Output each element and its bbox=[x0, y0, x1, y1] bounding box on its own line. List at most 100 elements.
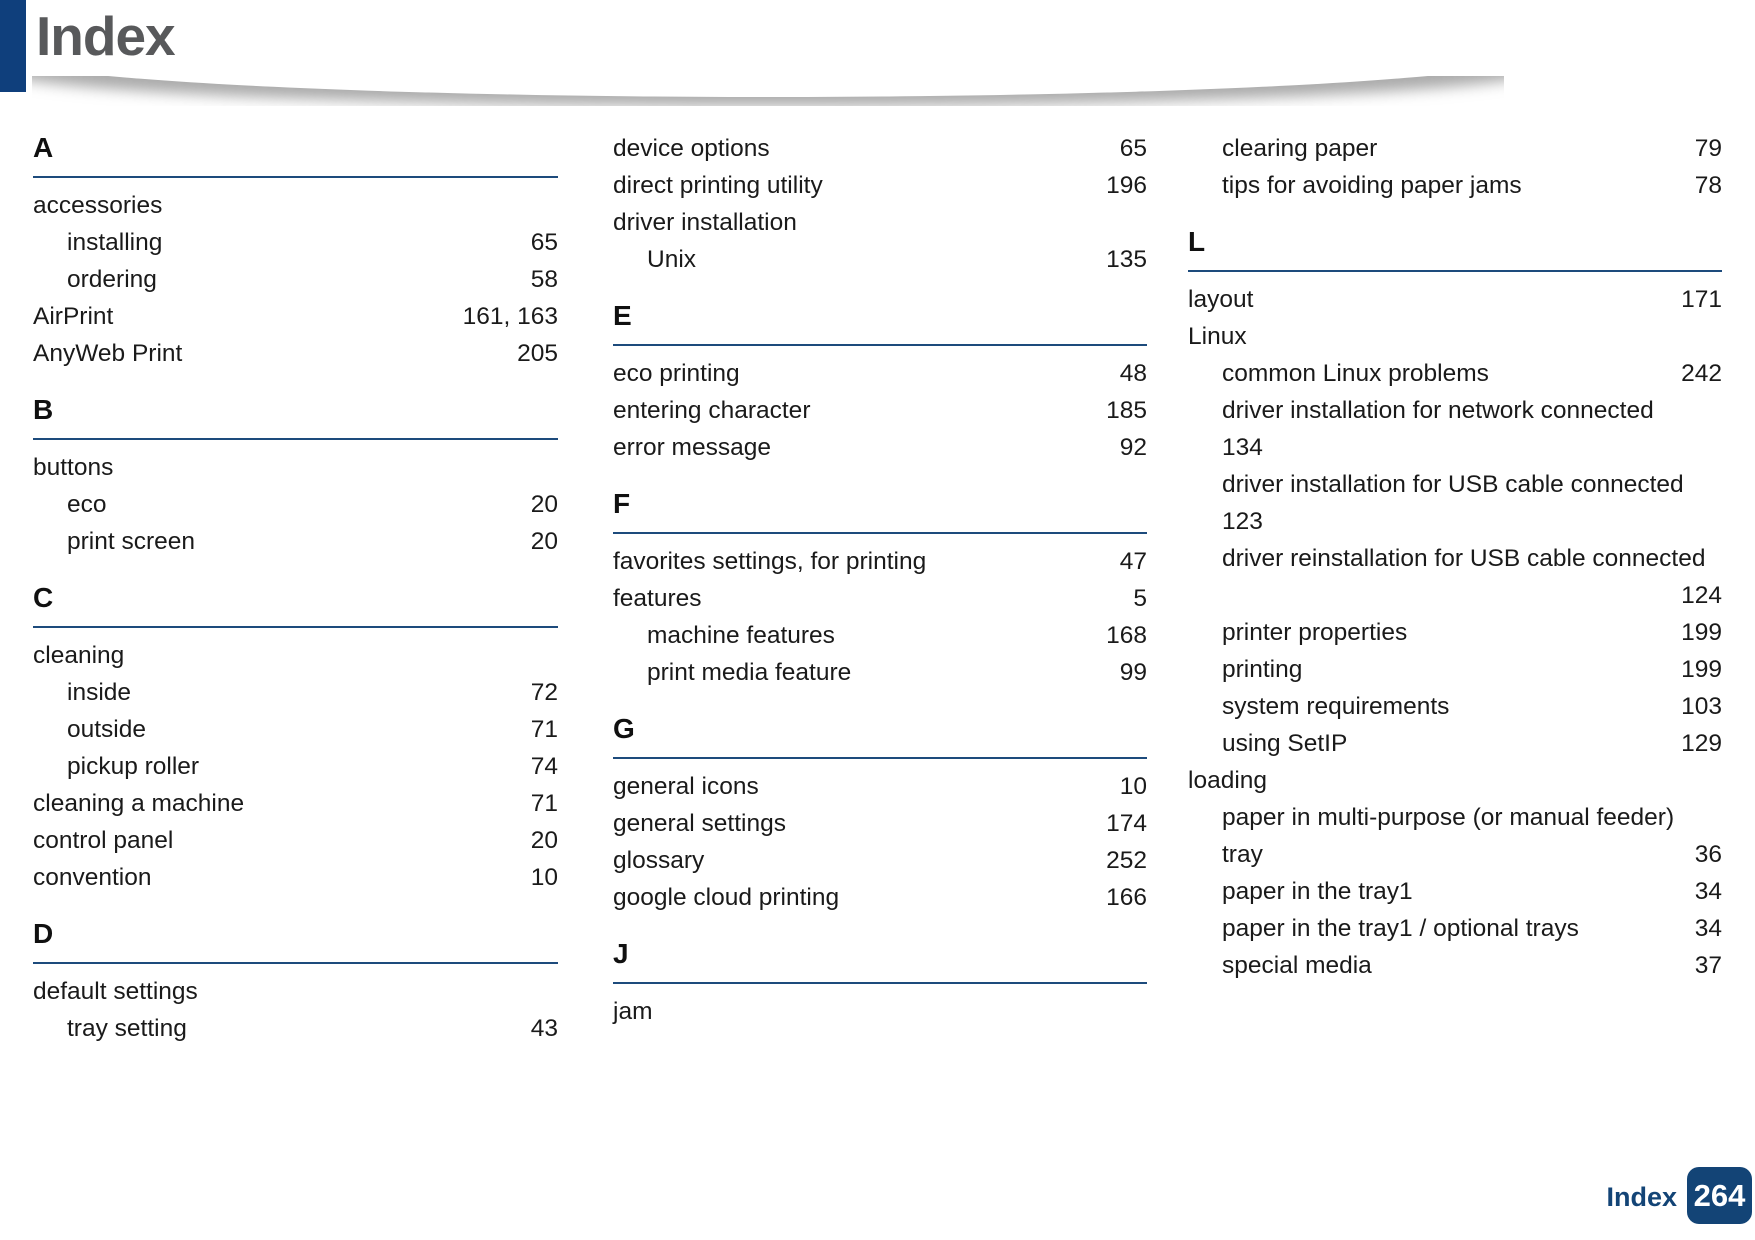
index-entry: cleaning bbox=[33, 637, 558, 674]
entry-page: 34 bbox=[1694, 915, 1722, 942]
index-entry: print media feature 99 bbox=[613, 654, 1147, 691]
entry-label: accessories bbox=[33, 192, 163, 219]
entry-page: 171 bbox=[1681, 286, 1722, 313]
entry-label: cleaning a machine bbox=[33, 790, 245, 817]
index-entry: default settings bbox=[33, 973, 558, 1010]
entry-label: ordering bbox=[67, 266, 157, 293]
section-rule bbox=[613, 757, 1147, 759]
entry-label: 134 bbox=[1222, 434, 1263, 461]
index-entry: inside 72 bbox=[33, 674, 558, 711]
entry-label: outside bbox=[67, 716, 147, 743]
section-rule bbox=[613, 982, 1147, 984]
entry-label: common Linux problems bbox=[1222, 360, 1489, 387]
entry-label: general settings bbox=[613, 810, 786, 837]
entry-label: entering character bbox=[613, 397, 811, 424]
entry-label: features bbox=[613, 585, 702, 612]
entry-label: eco printing bbox=[613, 360, 740, 387]
section-letter: B bbox=[33, 394, 54, 425]
index-entry: common Linux problems 242 bbox=[1188, 355, 1722, 392]
entry-label: printing bbox=[1222, 656, 1303, 683]
index-entry: google cloud printing 166 bbox=[613, 879, 1147, 916]
entry-page: 20 bbox=[530, 827, 558, 854]
section-letter: G bbox=[613, 713, 635, 744]
section-rule bbox=[33, 438, 558, 440]
entry-label: print media feature bbox=[647, 659, 852, 686]
index-entry: AirPrint 161, 163 bbox=[33, 298, 558, 335]
index-entry: device options 65 bbox=[613, 130, 1147, 167]
entry-page: 65 bbox=[530, 229, 558, 256]
index-entry: convention 10 bbox=[33, 859, 558, 896]
entry-page: 58 bbox=[530, 266, 558, 293]
index-entry: special media 37 bbox=[1188, 947, 1722, 984]
entry-label: Linux bbox=[1188, 323, 1247, 350]
section-rule bbox=[613, 344, 1147, 346]
entry-label: driver reinstallation for USB cable conn… bbox=[1222, 545, 1706, 572]
entry-label: driver installation for USB cable connec… bbox=[1222, 471, 1684, 498]
entry-page: 20 bbox=[530, 528, 558, 555]
entry-page: 79 bbox=[1694, 135, 1722, 162]
entry-label: direct printing utility bbox=[613, 172, 823, 199]
index-entry: driver installation for USB cable connec… bbox=[1188, 466, 1722, 503]
index-entry: machine features 168 bbox=[613, 617, 1147, 654]
index-entry: error message 92 bbox=[613, 429, 1147, 466]
entry-page: 71 bbox=[530, 790, 558, 817]
index-entry: accessories bbox=[33, 187, 558, 224]
entry-page: 20 bbox=[530, 491, 558, 518]
page-title: Index bbox=[36, 5, 176, 67]
section-rule bbox=[33, 962, 558, 964]
index-entry: layout 171 bbox=[1188, 281, 1722, 318]
entry-page: 65 bbox=[1119, 135, 1147, 162]
title-divider bbox=[32, 76, 1504, 106]
entry-label: cleaning bbox=[33, 642, 125, 669]
entry-page: 196 bbox=[1106, 172, 1147, 199]
index-entry: driver reinstallation for USB cable conn… bbox=[1188, 540, 1722, 577]
entry-page: 242 bbox=[1681, 360, 1722, 387]
entry-label: AirPrint bbox=[33, 303, 114, 330]
index-entry: paper in the tray1 34 bbox=[1188, 873, 1722, 910]
entry-label: convention bbox=[33, 864, 152, 891]
entry-page: 48 bbox=[1119, 360, 1147, 387]
entry-page: 168 bbox=[1106, 622, 1147, 649]
index-entry: loading bbox=[1188, 762, 1722, 799]
entry-page: 199 bbox=[1681, 656, 1722, 683]
entry-page: 185 bbox=[1106, 397, 1147, 424]
entry-label: paper in the tray1 / optional trays bbox=[1222, 915, 1579, 942]
entry-label: favorites settings, for printing bbox=[613, 548, 927, 575]
index-entry: driver installation bbox=[613, 204, 1147, 241]
entry-label: control panel bbox=[33, 827, 174, 854]
index-entry: pickup roller 74 bbox=[33, 748, 558, 785]
entry-label: clearing paper bbox=[1222, 135, 1378, 162]
entry-label: machine features bbox=[647, 622, 835, 649]
entry-label: installing bbox=[67, 229, 163, 256]
entry-page: 43 bbox=[530, 1015, 558, 1042]
entry-page: 124 bbox=[1681, 582, 1722, 609]
entry-page: 92 bbox=[1119, 434, 1147, 461]
entry-page: 103 bbox=[1681, 693, 1722, 720]
entry-label: loading bbox=[1188, 767, 1268, 794]
entry-page: 135 bbox=[1106, 246, 1147, 273]
entry-page: 129 bbox=[1681, 730, 1722, 757]
index-entry: buttons bbox=[33, 449, 558, 486]
entry-label: tips for avoiding paper jams bbox=[1222, 172, 1522, 199]
index-entry: tips for avoiding paper jams 78 bbox=[1188, 167, 1722, 204]
entry-page: 74 bbox=[530, 753, 558, 780]
entry-page: 166 bbox=[1106, 884, 1147, 911]
section-letter: L bbox=[1188, 226, 1206, 257]
index-entry: driver installation for network connecte… bbox=[1188, 392, 1722, 429]
page-number: 264 bbox=[1693, 1177, 1746, 1213]
entry-label: pickup roller bbox=[67, 753, 200, 780]
entry-label: error message bbox=[613, 434, 771, 461]
section-rule bbox=[33, 176, 558, 178]
index-entry: tray setting 43 bbox=[33, 1010, 558, 1047]
index-entry: control panel 20 bbox=[33, 822, 558, 859]
index-entry: glossary 252 bbox=[613, 842, 1147, 879]
section-rule bbox=[33, 626, 558, 628]
entry-label: glossary bbox=[613, 847, 705, 874]
entry-page: 99 bbox=[1119, 659, 1147, 686]
